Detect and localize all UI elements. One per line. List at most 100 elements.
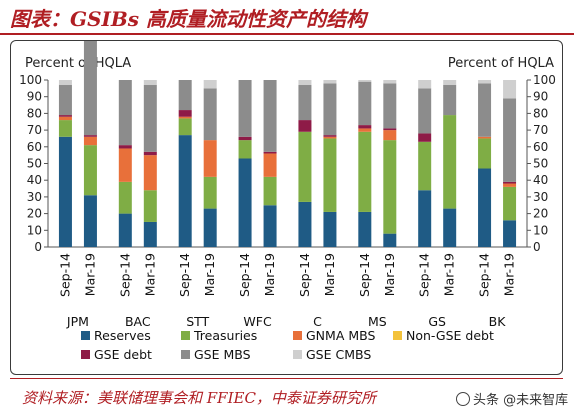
footer: 资料来源：美联储理事会和 FFIEC，中泰证券研究所 <box>0 378 574 417</box>
bar-segment-gnma-mbs <box>503 183 517 187</box>
bar-segment-gse-debt <box>143 151 157 156</box>
watermark-logo-icon <box>456 392 470 406</box>
watermark-text: 头条 @未来智库 <box>473 393 569 408</box>
y-tick-label-right: 60 <box>533 140 548 154</box>
bar-segment-gse-mbs <box>178 80 192 111</box>
bar-segment-treasuries <box>178 118 192 136</box>
bar-segment-reserves <box>503 220 517 247</box>
x-tick-label-period: Mar-19 <box>262 253 277 296</box>
bank-label: GS <box>428 314 446 329</box>
x-tick-label-period: Sep-14 <box>477 253 492 297</box>
bar-segment-gse-cmbs <box>203 80 217 89</box>
y-tick-label-right: 40 <box>533 173 548 187</box>
bar-segment-treasuries <box>118 181 132 214</box>
y-tick-label-left: 30 <box>27 190 42 204</box>
bar-segment-treasuries <box>478 138 492 169</box>
bar-segment-gse-cmbs <box>58 80 72 86</box>
bar-segment-gse-cmbs <box>478 80 492 84</box>
bar-segment-reserves <box>478 168 492 247</box>
bar-segment-gse-mbs <box>503 98 517 182</box>
bar-segment-reserves <box>203 208 217 247</box>
bar-segment-gnma-mbs <box>358 128 372 132</box>
bank-label: STT <box>186 314 209 329</box>
bar-segment-gnma-mbs <box>323 136 337 139</box>
x-tick-label-period: Sep-14 <box>357 253 372 297</box>
bar-segment-gse-debt <box>238 136 252 141</box>
legend-label: Treasuries <box>193 328 257 343</box>
chart-frame: Percent of HQLA Percent of HQLA 0 0 10 10 20 20… <box>10 40 563 375</box>
x-tick-label-period: Mar-19 <box>82 253 97 296</box>
bar-segment-gse-mbs <box>263 80 277 152</box>
x-tick-label-period: Mar-19 <box>382 253 397 296</box>
bar-segment-gse-mbs <box>83 41 97 136</box>
legend-swatch-gse-cmbs <box>293 350 302 359</box>
bar-segment-gse-mbs <box>238 80 252 137</box>
bar-segment-gse-cmbs <box>443 80 457 86</box>
bar-segment-gse-mbs <box>58 85 72 116</box>
bar-segment-gse-cmbs <box>323 80 337 84</box>
y-tick-label-right: 0 <box>533 240 541 254</box>
bar-segment-gse-cmbs <box>503 80 517 99</box>
legend-label: GSE MBS <box>194 347 251 362</box>
bar-segment-reserves <box>238 158 252 247</box>
bar-segment-gse-debt <box>83 135 97 137</box>
bar-segment-gse-mbs <box>118 80 132 146</box>
x-tick-label-period: Sep-14 <box>297 253 312 297</box>
bar-segment-reserves <box>178 135 192 247</box>
legend-swatch-non-gse-debt <box>393 331 402 340</box>
bar-segment-gse-debt <box>178 110 192 117</box>
chart: Percent of HQLA Percent of HQLA 0 0 10 10 20 20… <box>19 41 556 362</box>
y-axis-title-left: Percent of HQLA <box>25 56 131 71</box>
bar-segment-gse-debt <box>298 120 312 132</box>
x-tick-label-period: Mar-19 <box>502 253 517 296</box>
bar-segment-reserves <box>443 208 457 247</box>
bar-segment-reserves <box>418 190 432 247</box>
y-axis-title-right: Percent of HQLA <box>448 56 554 71</box>
bar-segment-gse-debt <box>503 181 517 184</box>
legend-label: GSE CMBS <box>306 347 371 362</box>
x-tick-label-period: Sep-14 <box>417 253 432 297</box>
legend-swatch-gse-debt <box>81 350 90 359</box>
bar-segment-gnma-mbs <box>203 140 217 177</box>
bar-segment-treasuries <box>503 186 517 221</box>
bar-segment-gse-debt <box>358 125 372 129</box>
bar-segment-treasuries <box>298 131 312 202</box>
x-tick-label-period: Sep-14 <box>117 253 132 297</box>
bar-segment-treasuries <box>58 120 72 137</box>
bar-segment-gse-debt <box>323 135 337 137</box>
legend-label: Non-GSE debt <box>406 328 494 343</box>
y-tick-label-left: 90 <box>27 90 42 104</box>
y-tick-label-left: 70 <box>27 123 42 137</box>
bar-segment-treasuries <box>83 145 97 196</box>
bar-segment-gse-debt <box>418 133 432 142</box>
watermark: 头条 @未来智库 <box>456 389 568 408</box>
bar-segment-gse-mbs <box>323 83 337 136</box>
bar-segment-treasuries <box>443 115 457 209</box>
bar-segment-reserves <box>263 205 277 247</box>
bar-segment-gnma-mbs <box>383 130 397 141</box>
bar-segment-treasuries <box>143 190 157 222</box>
bar-segment-gse-cmbs <box>358 80 372 82</box>
y-tick-label-right: 30 <box>533 190 548 204</box>
bar-segment-gse-cmbs <box>143 80 157 86</box>
y-tick-label-left: 60 <box>27 140 42 154</box>
y-tick-label-left: 40 <box>27 173 42 187</box>
bar-segment-treasuries <box>203 176 217 209</box>
bar-segment-treasuries <box>383 140 397 234</box>
bank-label: JPM <box>66 314 89 329</box>
y-tick-label-right: 80 <box>533 106 548 120</box>
legend-swatch-gse-mbs <box>181 350 190 359</box>
bar-segment-gse-mbs <box>478 83 492 137</box>
bar-segment-treasuries <box>358 131 372 212</box>
legend-swatch-gnma-mbs <box>293 331 302 340</box>
bar-segment-reserves <box>143 221 157 247</box>
bar-segment-gse-mbs <box>203 88 217 141</box>
bar-segment-reserves <box>323 211 337 247</box>
source-note: 资料来源：美联储理事会和 FFIEC，中泰证券研究所 <box>22 389 376 407</box>
y-tick-label-left: 10 <box>27 223 42 237</box>
y-tick-label-left: 100 <box>19 73 42 87</box>
bar-segment-gse-mbs <box>418 88 432 134</box>
header-rule <box>0 33 574 35</box>
y-tick-label-right: 100 <box>533 73 556 87</box>
bank-label: BAC <box>125 314 151 329</box>
